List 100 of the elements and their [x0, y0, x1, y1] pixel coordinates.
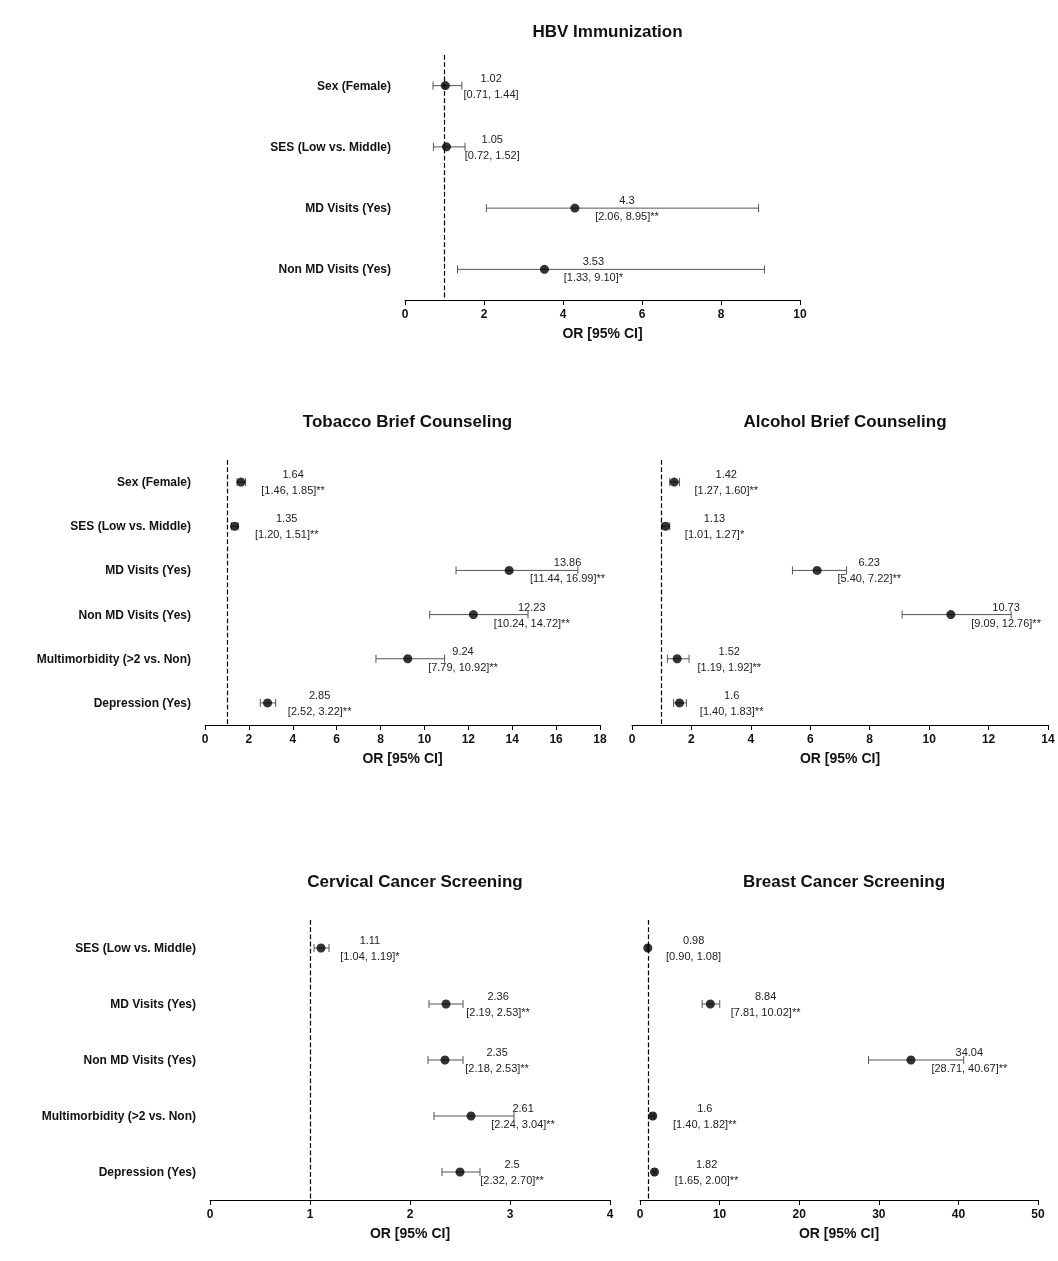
x-tick-label: 10: [712, 1207, 727, 1221]
point: [440, 81, 450, 91]
x-tick-label: 6: [638, 307, 646, 321]
data-label: 2.85 [2.52, 3.22]**: [287, 688, 353, 717]
data-label: 4.3 [2.06, 8.95]**: [595, 194, 660, 223]
x-tick-label: 4: [606, 1207, 614, 1221]
point: [539, 264, 549, 274]
point: [441, 999, 451, 1009]
data-label: 13.86 [11.44, 16.99]**: [530, 556, 606, 585]
data-label: 6.23 [5.40, 7.22]**: [837, 556, 902, 585]
x-tick-label: 8: [717, 307, 725, 321]
x-tick-label: 3: [506, 1207, 514, 1221]
point: [440, 1055, 450, 1065]
y-tick-label: Sex (Female): [316, 78, 391, 93]
data-label: 2.61 [2.24, 3.04]**: [491, 1102, 556, 1130]
y-tick-label: SES (Low vs. Middle): [270, 139, 391, 154]
point: [468, 610, 478, 620]
x-tick-label: 50: [1031, 1207, 1045, 1221]
y-tick-label: SES (Low vs. Middle): [70, 519, 191, 534]
x-tick-label: 8: [377, 732, 385, 746]
x-tick-label: 6: [806, 732, 814, 746]
data-label: 2.35 [2.18, 2.53]**: [465, 1046, 530, 1074]
x-tick-label: 14: [505, 732, 520, 746]
data-label: 8.84 [7.81, 10.02]**: [730, 990, 802, 1018]
x-axis-title: OR [95% CI]: [562, 325, 643, 341]
x-tick-label: 40: [951, 1207, 966, 1221]
x-tick-label: 12: [461, 732, 476, 746]
data-label: 1.05 [0.72, 1.52]: [464, 132, 520, 161]
x-axis-title: OR [95% CI]: [369, 1225, 451, 1241]
y-tick-label: Non MD Visits (Yes): [278, 262, 391, 277]
data-label: 12.23 [10.24, 14.72]**: [493, 600, 571, 629]
x-tick-label: 10: [417, 732, 432, 746]
data-label: 1.02 [0.71, 1.44]: [463, 71, 519, 100]
x-tick-label: 2: [245, 732, 253, 746]
x-tick-label: 16: [549, 732, 564, 746]
data-label: 10.73 [9.09, 12.76]**: [971, 600, 1042, 629]
y-tick-label: MD Visits (Yes): [305, 201, 391, 216]
point: [570, 203, 580, 213]
y-tick-label: MD Visits (Yes): [110, 997, 196, 1011]
data-label: 2.5 [2.32, 2.70]**: [480, 1158, 545, 1186]
y-tick-label: Multimorbidity (>2 vs. Non): [36, 651, 191, 666]
x-tick-label: 6: [333, 732, 341, 746]
point: [812, 565, 822, 575]
point: [705, 999, 715, 1009]
data-label: 2.36 [2.19, 2.53]**: [466, 990, 531, 1018]
x-axis-title: OR [95% CI]: [362, 750, 443, 766]
point: [263, 698, 273, 708]
data-label: 34.04 [28.71, 40.67]**: [931, 1046, 1008, 1074]
x-axis-title: OR [95% CI]: [799, 750, 881, 766]
x-tick-label: 12: [981, 732, 996, 746]
data-label: 1.42 [1.27, 1.60]**: [694, 468, 759, 497]
point: [504, 565, 514, 575]
data-label: 1.13 [1.01, 1.27]*: [684, 512, 745, 541]
data-label: 1.11 [1.04, 1.19]*: [340, 934, 401, 962]
x-tick-label: 14: [1041, 732, 1055, 746]
chart-title: Cervical Cancer Screening: [307, 872, 523, 891]
data-label: 0.98 [0.90, 1.08]: [666, 934, 722, 962]
x-tick-label: 4: [289, 732, 297, 746]
chart-title: Tobacco Brief Counseling: [302, 412, 513, 431]
x-tick-label: 4: [747, 732, 755, 746]
chart-title: Alcohol Brief Counseling: [743, 412, 947, 431]
x-tick-label: 1: [306, 1207, 314, 1221]
x-tick-label: 0: [206, 1207, 214, 1221]
point: [466, 1111, 476, 1121]
point: [906, 1055, 916, 1065]
chart-title: HBV Immunization: [532, 22, 683, 41]
y-tick-label: Non MD Visits (Yes): [78, 607, 191, 622]
x-tick-label: 2: [480, 307, 488, 321]
y-tick-label: Non MD Visits (Yes): [83, 1053, 196, 1067]
point: [441, 142, 451, 152]
data-label: 1.52 [1.19, 1.92]**: [697, 644, 762, 673]
x-tick-label: 0: [628, 732, 636, 746]
data-label: 1.35 [1.20, 1.51]**: [254, 512, 320, 541]
x-tick-label: 30: [872, 1207, 886, 1221]
x-tick-label: 10: [793, 307, 807, 321]
data-label: 3.53 [1.33, 9.10]*: [563, 255, 624, 284]
point: [672, 654, 682, 664]
x-tick-label: 0: [201, 732, 209, 746]
point: [403, 654, 413, 664]
point: [946, 610, 956, 620]
x-tick-label: 2: [406, 1207, 414, 1221]
x-tick-label: 10: [922, 732, 937, 746]
data-label: 1.6 [1.40, 1.82]**: [673, 1102, 738, 1130]
data-label: 9.24 [7.79, 10.92]**: [428, 644, 499, 673]
y-tick-label: SES (Low vs. Middle): [75, 941, 196, 955]
x-tick-label: 20: [792, 1207, 807, 1221]
y-tick-label: MD Visits (Yes): [105, 563, 191, 578]
y-tick-label: Depression (Yes): [98, 1165, 196, 1179]
data-label: 1.82 [1.65, 2.00]**: [674, 1158, 740, 1186]
x-tick-label: 4: [559, 307, 567, 321]
chart-title: Breast Cancer Screening: [742, 872, 946, 891]
x-tick-label: 18: [593, 732, 607, 746]
x-tick-label: 0: [401, 307, 409, 321]
point: [316, 943, 326, 953]
x-tick-label: 8: [866, 732, 874, 746]
data-label: 1.6 [1.40, 1.83]**: [699, 688, 765, 717]
point: [455, 1167, 465, 1177]
y-tick-label: Sex (Female): [116, 475, 191, 490]
x-axis-title: OR [95% CI]: [798, 1225, 880, 1241]
y-tick-label: Multimorbidity (>2 vs. Non): [41, 1109, 196, 1123]
